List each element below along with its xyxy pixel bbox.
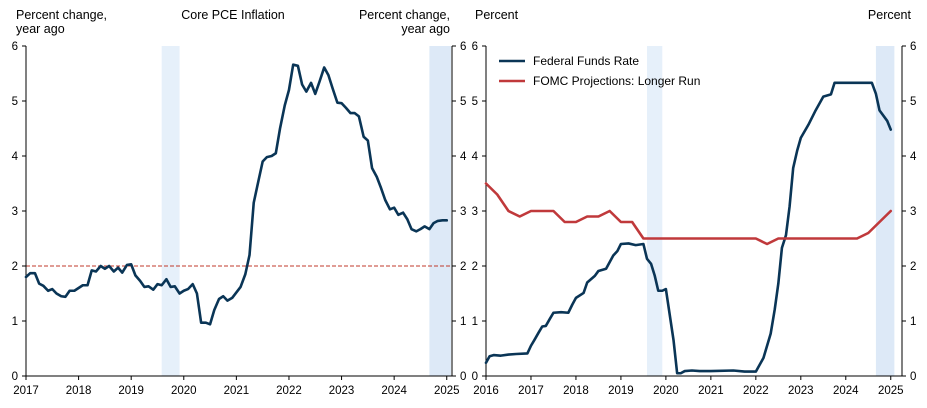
y-tick-label-right: 4	[460, 151, 467, 163]
y-tick-label-left: 3	[12, 206, 18, 218]
core-pce-inflation-chart: 0 0 1 1 2 2 3 3 4 4 5 5 6 6 2017 2018 2019 2020 2021 2022 20…	[12, 8, 467, 397]
left-axes-group: 0 0 1 1 2 2 3 3 4 4 5 5 6 6 2017 2018 2019 2020 2021 2022 20…	[12, 41, 467, 397]
y-tick-label-right: 2	[460, 261, 466, 273]
y-tick-label-left: 0	[472, 371, 478, 383]
fomc-projections-longer-run-line	[484, 182, 893, 246]
y-tick-label-right: 6	[460, 41, 466, 53]
x-tick-label: 2016	[473, 385, 499, 397]
x-tick-label: 2017	[13, 385, 39, 397]
y-axis-label-right: Percent	[868, 8, 912, 22]
y-tick-label-left: 4	[472, 151, 479, 163]
x-tick-label: 2020	[653, 385, 679, 397]
x-tick-label: 2021	[698, 385, 724, 397]
left-shading-group	[161, 46, 451, 376]
federal-funds-rate-chart: 0 0 1 1 2 2 3 3 4 4 5 5 6 6 2016 2017 2018 2019 2020 2021 20…	[472, 8, 917, 397]
legend-label-federal-funds-rate: Federal Funds Rate	[533, 54, 639, 68]
y-tick-label-right: 6	[910, 41, 916, 53]
shaded-period-1	[647, 46, 663, 376]
shaded-period-2	[429, 46, 451, 376]
chart-title: Core PCE Inflation	[181, 8, 285, 22]
x-tick-label: 2024	[381, 385, 407, 397]
y-tick-label-left: 6	[472, 41, 478, 53]
x-tick-label: 2023	[788, 385, 814, 397]
right-series-group	[484, 81, 893, 375]
y-tick-label-left: 0	[12, 371, 18, 383]
x-tick-label: 2025	[878, 385, 904, 397]
x-tick-label: 2018	[66, 385, 92, 397]
y-tick-label-right: 3	[910, 206, 916, 218]
y-tick-label-left: 2	[472, 261, 478, 273]
y-tick-label-left: 1	[472, 316, 478, 328]
x-tick-label: 2019	[118, 385, 144, 397]
core-pce-inflation-line	[24, 63, 449, 326]
federal-funds-rate-line	[484, 81, 893, 375]
y-tick-label-left: 5	[12, 96, 18, 108]
y-tick-label-right: 3	[460, 206, 466, 218]
y-tick-label-right: 1	[910, 316, 916, 328]
y-tick-label-right: 1	[460, 316, 466, 328]
y-tick-label-right: 0	[460, 371, 466, 383]
y-tick-label-left: 6	[12, 41, 18, 53]
left-labels-group: Percent change, year ago Percent change, ye…	[16, 8, 450, 36]
y-tick-label-right: 5	[460, 96, 466, 108]
x-tick-label: 2022	[276, 385, 302, 397]
y-tick-label-left: 1	[12, 316, 18, 328]
x-tick-label: 2018	[563, 385, 589, 397]
legend-label-fomc-projections-longer-run: FOMC Projections: Longer Run	[533, 74, 700, 88]
y-tick-label-left: 3	[472, 206, 478, 218]
y-tick-label-right: 2	[910, 261, 916, 273]
y-axis-label-right: Percent change, year ago	[359, 8, 450, 36]
y-tick-label-right: 4	[910, 151, 917, 163]
x-tick-label: 2023	[329, 385, 355, 397]
y-tick-label-right: 5	[910, 96, 916, 108]
left-series-group	[24, 63, 449, 326]
x-tick-label: 2022	[743, 385, 769, 397]
x-tick-label: 2020	[171, 385, 197, 397]
y-tick-label-left: 4	[12, 151, 19, 163]
right-axes-group: 0 0 1 1 2 2 3 3 4 4 5 5 6 6 2016 2017 2018 2019 2020 2021 20…	[472, 41, 917, 397]
y-tick-label-left: 2	[12, 261, 18, 273]
y-axis-label-left: Percent	[475, 8, 519, 22]
y-axis-label-left: Percent change, year ago	[16, 8, 107, 36]
x-tick-label: 2021	[224, 385, 250, 397]
x-tick-label: 2025	[434, 385, 460, 397]
y-tick-label-right: 0	[910, 371, 916, 383]
x-tick-label: 2017	[518, 385, 544, 397]
shaded-period-1	[161, 46, 180, 376]
right-labels-group: Percent Percent Federal Funds Rate FOMC Pro…	[475, 8, 912, 88]
y-tick-label-left: 5	[472, 96, 478, 108]
x-tick-label: 2024	[833, 385, 859, 397]
x-tick-label: 2019	[608, 385, 634, 397]
